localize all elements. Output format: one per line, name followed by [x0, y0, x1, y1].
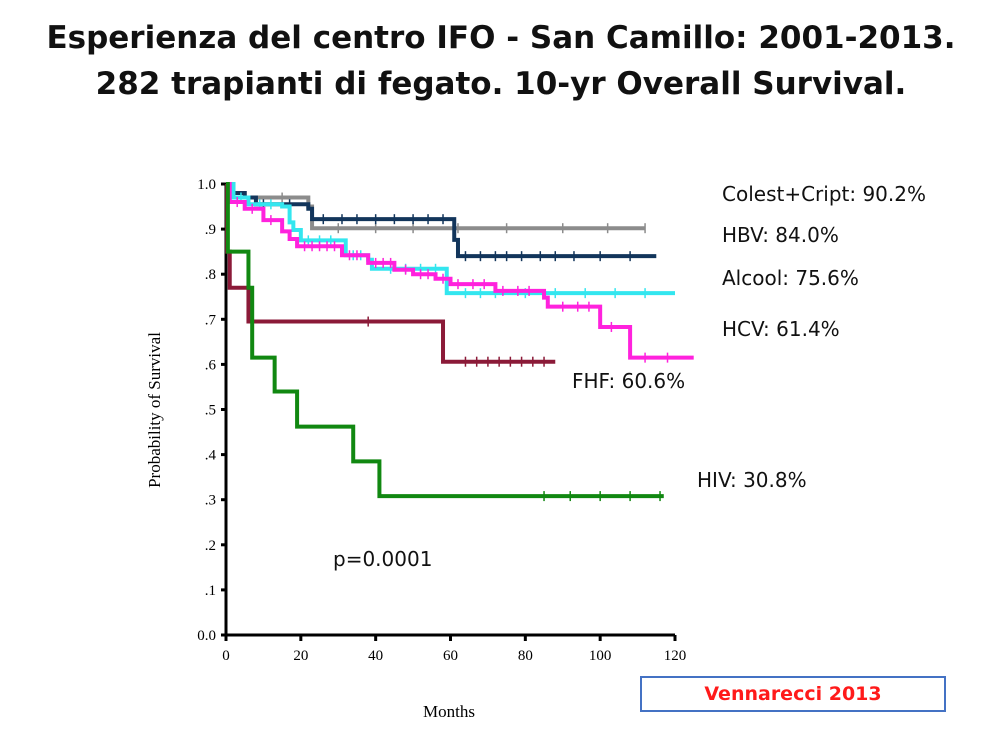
x-tick-label: 60	[443, 648, 458, 664]
y-tick-label: .2	[205, 538, 216, 554]
series-label-1: HBV: 84.0%	[722, 223, 839, 247]
chart-title-line-2: 282 trapianti di fegato. 10-yr Overall S…	[95, 66, 907, 102]
x-tick-label: 120	[664, 648, 687, 664]
y-tick-label: .3	[205, 493, 216, 509]
y-tick-label: 0.0	[197, 628, 216, 644]
y-tick-label: .4	[205, 448, 217, 464]
series-label-2: Alcool: 75.6%	[722, 266, 859, 290]
x-axis-title: Months	[423, 702, 475, 721]
x-tick-label: 40	[368, 648, 383, 664]
x-tick-label: 100	[589, 648, 612, 664]
source-citation-label: Vennarecci 2013	[704, 683, 882, 705]
p-value-annotation: p=0.0001	[333, 547, 432, 571]
series-line-2	[226, 182, 675, 296]
y-tick-label: .7	[205, 312, 217, 328]
series-label-5: HIV: 30.8%	[697, 468, 807, 492]
y-tick-label: .9	[205, 222, 216, 238]
y-tick-label: .6	[205, 357, 217, 373]
x-tick-label: 80	[518, 648, 533, 664]
y-tick-label: 1.0	[197, 177, 216, 193]
series-label-3: HCV: 61.4%	[722, 317, 840, 341]
series-label-4: FHF: 60.6%	[572, 369, 685, 393]
series-line-5	[225, 182, 664, 499]
y-axis-title: Probability of Survival	[145, 332, 164, 488]
chart-title-line-1: Esperienza del centro IFO - San Camillo:…	[46, 20, 956, 56]
series-line-3	[226, 182, 694, 360]
x-tick-label: 0	[222, 648, 230, 664]
y-tick-label: .8	[205, 267, 216, 283]
series-label-0: Colest+Cript: 90.2%	[722, 182, 926, 206]
y-tick-label: .1	[205, 583, 216, 599]
source-citation-box: Vennarecci 2013	[640, 676, 946, 712]
x-tick-label: 20	[293, 648, 308, 664]
y-tick-label: .5	[205, 403, 216, 419]
